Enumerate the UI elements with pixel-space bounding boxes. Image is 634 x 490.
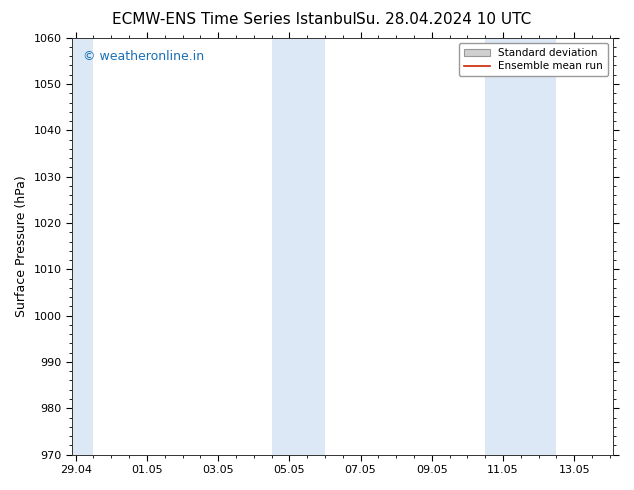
Text: ECMW-ENS Time Series Istanbul: ECMW-ENS Time Series Istanbul <box>112 12 357 27</box>
Text: © weatheronline.in: © weatheronline.in <box>83 50 204 63</box>
Legend: Standard deviation, Ensemble mean run: Standard deviation, Ensemble mean run <box>458 43 608 76</box>
Bar <box>72 38 93 455</box>
Text: Su. 28.04.2024 10 UTC: Su. 28.04.2024 10 UTC <box>356 12 531 27</box>
Y-axis label: Surface Pressure (hPa): Surface Pressure (hPa) <box>15 175 28 317</box>
Bar <box>271 38 325 455</box>
Bar <box>485 38 557 455</box>
